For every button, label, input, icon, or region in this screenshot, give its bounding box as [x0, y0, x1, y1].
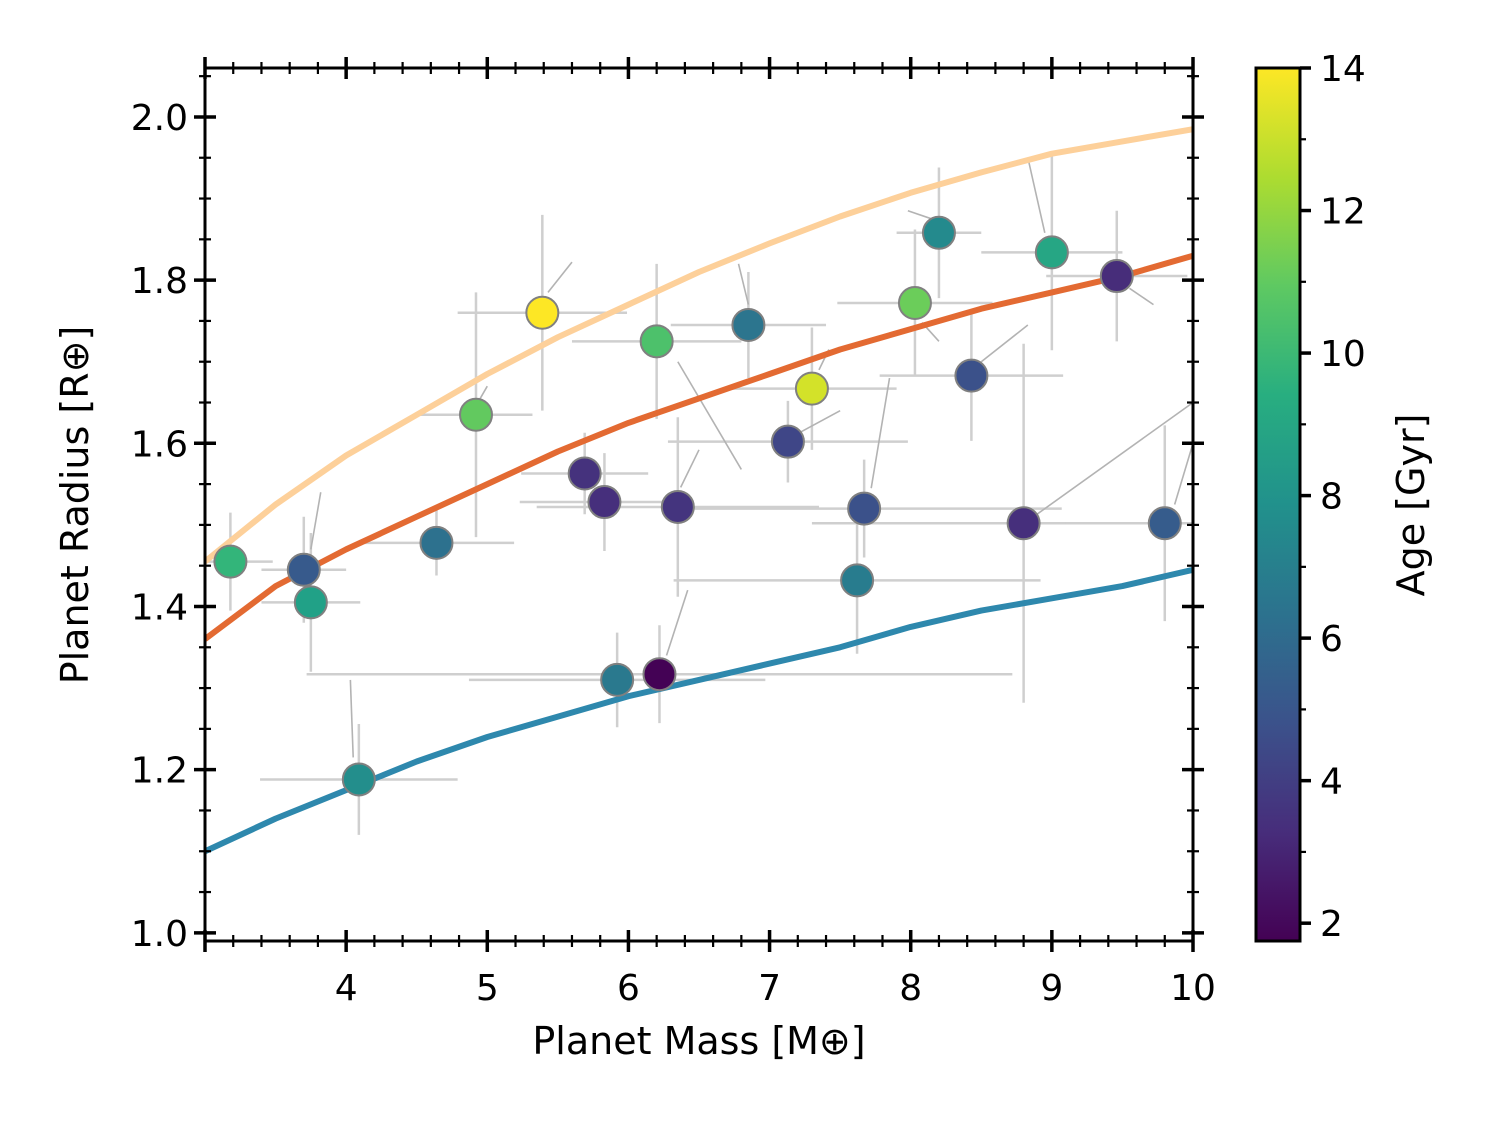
data-point	[458, 397, 493, 432]
leader-line	[797, 409, 841, 435]
data-point	[731, 308, 766, 343]
data-point	[341, 762, 376, 797]
data-point	[1034, 235, 1069, 270]
data-point	[1147, 506, 1182, 541]
leader-line	[479, 385, 488, 399]
leader-line	[1033, 401, 1193, 518]
y-tick-label: 2.0	[131, 98, 188, 139]
model-curve-lower	[205, 566, 1193, 855]
x-tick-label: 10	[1170, 968, 1216, 1009]
leader-line	[547, 261, 573, 293]
leader-lines	[310, 157, 1193, 758]
leader-line	[1027, 157, 1046, 233]
data-points	[213, 215, 1182, 797]
colorbar-tick-label: 14	[1320, 49, 1366, 90]
plot-area	[205, 126, 1193, 855]
x-axis-label: Planet Mass [M⊕]	[532, 1019, 865, 1063]
y-tick-label: 1.8	[131, 261, 188, 302]
colorbar-tick-label: 6	[1320, 619, 1343, 660]
leader-line	[679, 449, 700, 488]
data-point	[587, 485, 622, 520]
y-axis-label: Planet Radius [R⊕]	[53, 326, 97, 685]
colorbar-tick-label: 8	[1320, 477, 1343, 518]
leader-line	[907, 210, 933, 220]
leader-line	[677, 361, 743, 470]
data-point	[600, 662, 635, 697]
x-tick-label: 7	[758, 968, 781, 1009]
leader-line	[310, 492, 322, 550]
data-point	[847, 491, 882, 526]
leader-line	[349, 679, 354, 758]
data-point	[525, 295, 560, 330]
axis-tick-labels: 4 5 6 7 8 9 10 1.0 1.2 1.4 1.6 1.8 2.0	[131, 98, 1216, 1009]
colorbar	[1254, 66, 1302, 943]
y-tick-label: 1.0	[131, 914, 188, 955]
data-point	[1099, 259, 1134, 294]
leader-line	[665, 589, 689, 656]
colorbar-tick-label: 10	[1320, 334, 1366, 375]
data-point	[770, 424, 805, 459]
leader-line	[870, 377, 891, 489]
colorbar-tick-label: 4	[1320, 762, 1343, 803]
x-tick-label: 9	[1040, 968, 1063, 1009]
axis-ticks	[194, 57, 1204, 952]
colorbar-tick-label: 2	[1320, 904, 1343, 945]
data-point	[1006, 506, 1041, 541]
data-point	[660, 489, 695, 524]
y-tick-label: 1.6	[131, 424, 188, 465]
data-point	[840, 563, 875, 598]
data-point	[567, 456, 602, 491]
error-bars	[205, 154, 1193, 835]
data-point	[419, 525, 454, 560]
data-point	[794, 371, 829, 406]
leader-line	[1173, 443, 1193, 505]
leader-line	[1129, 287, 1154, 306]
data-point	[286, 552, 321, 587]
x-tick-label: 6	[617, 968, 640, 1009]
data-point	[954, 358, 989, 393]
data-point	[293, 585, 328, 620]
x-tick-label: 8	[899, 968, 922, 1009]
data-point	[213, 544, 248, 579]
colorbar-label: Age [Gyr]	[1389, 414, 1433, 597]
leader-line	[737, 263, 750, 305]
data-point	[897, 285, 932, 320]
x-tick-label: 5	[476, 968, 499, 1009]
data-point	[639, 324, 674, 359]
plot-frame	[203, 66, 1195, 943]
colorbar-tick-label: 12	[1320, 192, 1366, 233]
leader-line	[980, 324, 1029, 363]
y-tick-label: 1.2	[131, 751, 188, 792]
x-tick-label: 4	[335, 968, 358, 1009]
model-curve-middle	[205, 252, 1193, 642]
model-curve-upper	[205, 126, 1193, 564]
colorbar-ticks: 2 4 6 8 10 12 14	[1300, 49, 1366, 945]
y-tick-label: 1.4	[131, 587, 188, 628]
data-point	[921, 215, 956, 250]
data-point	[642, 657, 677, 692]
